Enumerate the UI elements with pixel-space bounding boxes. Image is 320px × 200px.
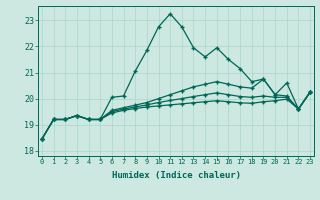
X-axis label: Humidex (Indice chaleur): Humidex (Indice chaleur) bbox=[111, 171, 241, 180]
